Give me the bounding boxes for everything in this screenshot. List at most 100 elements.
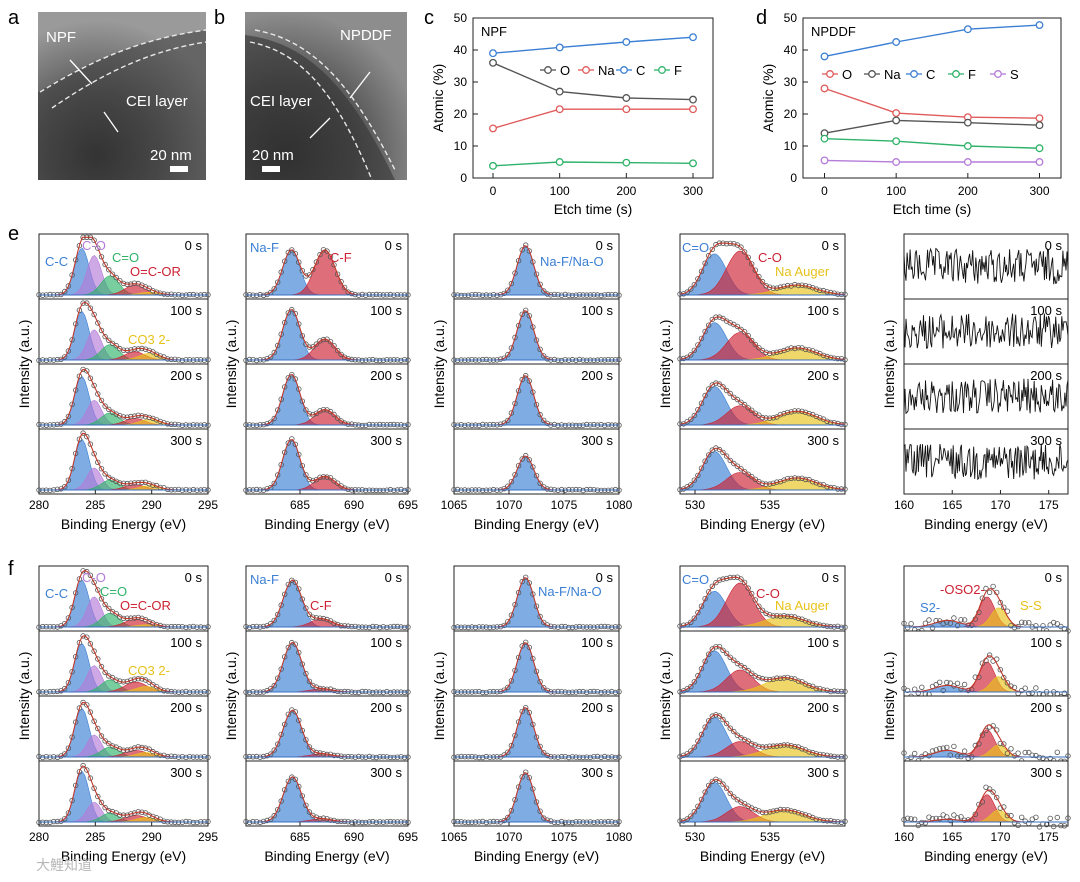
raw-data-point bbox=[947, 817, 953, 824]
raw-data-point bbox=[533, 271, 540, 277]
series-line-S bbox=[824, 159, 1040, 163]
raw-data-point bbox=[523, 452, 529, 459]
raw-data-point bbox=[691, 412, 697, 419]
x-tick-label: 100 bbox=[550, 184, 570, 198]
data-point-Na bbox=[489, 124, 497, 133]
raw-data-point bbox=[706, 452, 712, 458]
raw-data-point bbox=[98, 254, 105, 260]
raw-data-point bbox=[84, 568, 90, 575]
x-tick-label: 695 bbox=[398, 498, 418, 512]
x-tick-label: 535 bbox=[760, 830, 780, 844]
raw-data-point bbox=[285, 249, 291, 256]
series-line-Na bbox=[824, 119, 1040, 134]
raw-data-point bbox=[292, 310, 298, 317]
data-point-Na bbox=[689, 105, 697, 114]
raw-data-point bbox=[702, 596, 708, 602]
raw-data-point bbox=[702, 789, 708, 795]
raw-data-point bbox=[741, 401, 748, 408]
raw-data-point bbox=[741, 469, 748, 475]
etch-time-label: 100 s bbox=[581, 303, 613, 318]
raw-data-point bbox=[292, 376, 298, 382]
raw-data-point bbox=[113, 274, 119, 281]
raw-data-point bbox=[146, 285, 152, 291]
raw-data-point bbox=[533, 402, 540, 408]
panel-letter-b: b bbox=[214, 7, 225, 29]
raw-data-point bbox=[331, 343, 337, 349]
etch-time-label: 200 s bbox=[1030, 700, 1062, 715]
raw-data-point bbox=[523, 242, 529, 248]
raw-data-point bbox=[537, 808, 543, 814]
raw-data-point bbox=[271, 812, 277, 819]
raw-data-point bbox=[720, 449, 726, 456]
component-label: C-O bbox=[756, 586, 780, 601]
panel-letter-a: a bbox=[8, 7, 20, 29]
raw-data-point bbox=[65, 745, 72, 751]
raw-data-point bbox=[537, 411, 543, 418]
raw-data-point bbox=[508, 280, 515, 287]
component-label: C-O bbox=[82, 570, 106, 585]
raw-data-point bbox=[91, 311, 97, 318]
raw-data-point bbox=[1008, 683, 1014, 689]
raw-data-point bbox=[128, 677, 134, 683]
raw-data-point bbox=[87, 572, 94, 578]
raw-data-point bbox=[915, 690, 921, 696]
raw-data-point bbox=[292, 709, 298, 715]
data-point-Na bbox=[892, 116, 901, 125]
raw-data-point bbox=[817, 415, 823, 421]
raw-data-point bbox=[519, 643, 525, 649]
raw-data-point bbox=[951, 743, 957, 750]
raw-data-point bbox=[69, 797, 75, 804]
legend-label-Na: Na bbox=[598, 63, 615, 78]
y-tick-label: 0 bbox=[460, 171, 467, 185]
raw-data-point bbox=[278, 462, 284, 468]
legend-label-S: S bbox=[1010, 67, 1019, 82]
y-axis-label: Intensity (a.u.) bbox=[431, 652, 447, 741]
x-tick-label: 100 bbox=[886, 184, 906, 198]
raw-data-point bbox=[102, 601, 108, 608]
etch-time-label: 0 s bbox=[1045, 238, 1063, 253]
data-point-F bbox=[555, 158, 564, 166]
etch-time-label: 0 s bbox=[822, 570, 840, 585]
raw-data-point bbox=[275, 342, 281, 349]
legend-label-O: O bbox=[560, 63, 570, 78]
raw-data-point bbox=[526, 644, 532, 651]
raw-data-point bbox=[331, 262, 337, 268]
raw-data-point bbox=[756, 412, 762, 418]
x-tick-label: 160 bbox=[894, 830, 914, 844]
raw-data-point bbox=[95, 587, 101, 593]
data-point-O bbox=[622, 94, 631, 102]
x-tick-label: 1070 bbox=[496, 498, 523, 512]
x-tick-label: 535 bbox=[760, 498, 780, 512]
raw-data-point bbox=[324, 248, 330, 254]
raw-data-point bbox=[530, 591, 536, 597]
raw-data-point bbox=[1026, 749, 1032, 756]
raw-data-point bbox=[691, 809, 697, 815]
raw-data-point bbox=[727, 790, 733, 797]
raw-data-point bbox=[1004, 680, 1011, 686]
etch-time-label: 300 s bbox=[807, 433, 839, 448]
raw-data-point bbox=[271, 617, 277, 624]
raw-data-point bbox=[296, 649, 302, 656]
raw-data-point bbox=[102, 403, 108, 409]
raw-data-point bbox=[278, 396, 284, 402]
raw-data-point bbox=[505, 351, 511, 358]
data-point-O bbox=[689, 95, 697, 104]
raw-data-point bbox=[526, 709, 532, 716]
line-chart-d: 0 10 20 30 40 50 0 100 200 300 Etch time (s) Atomic… bbox=[760, 11, 1062, 217]
raw-data-point bbox=[299, 727, 305, 734]
raw-data-point bbox=[299, 463, 305, 469]
raw-data-point bbox=[106, 267, 112, 273]
raw-data-point bbox=[102, 261, 108, 268]
raw-data-point bbox=[278, 269, 284, 275]
raw-data-point bbox=[688, 416, 694, 422]
raw-data-point bbox=[1019, 619, 1025, 625]
raw-data-point bbox=[519, 456, 525, 462]
raw-data-point bbox=[282, 319, 288, 326]
raw-data-point bbox=[1001, 741, 1007, 747]
raw-data-point bbox=[940, 687, 946, 694]
raw-data-point bbox=[292, 776, 298, 782]
raw-data-point bbox=[709, 583, 715, 589]
raw-data-point bbox=[731, 794, 737, 800]
